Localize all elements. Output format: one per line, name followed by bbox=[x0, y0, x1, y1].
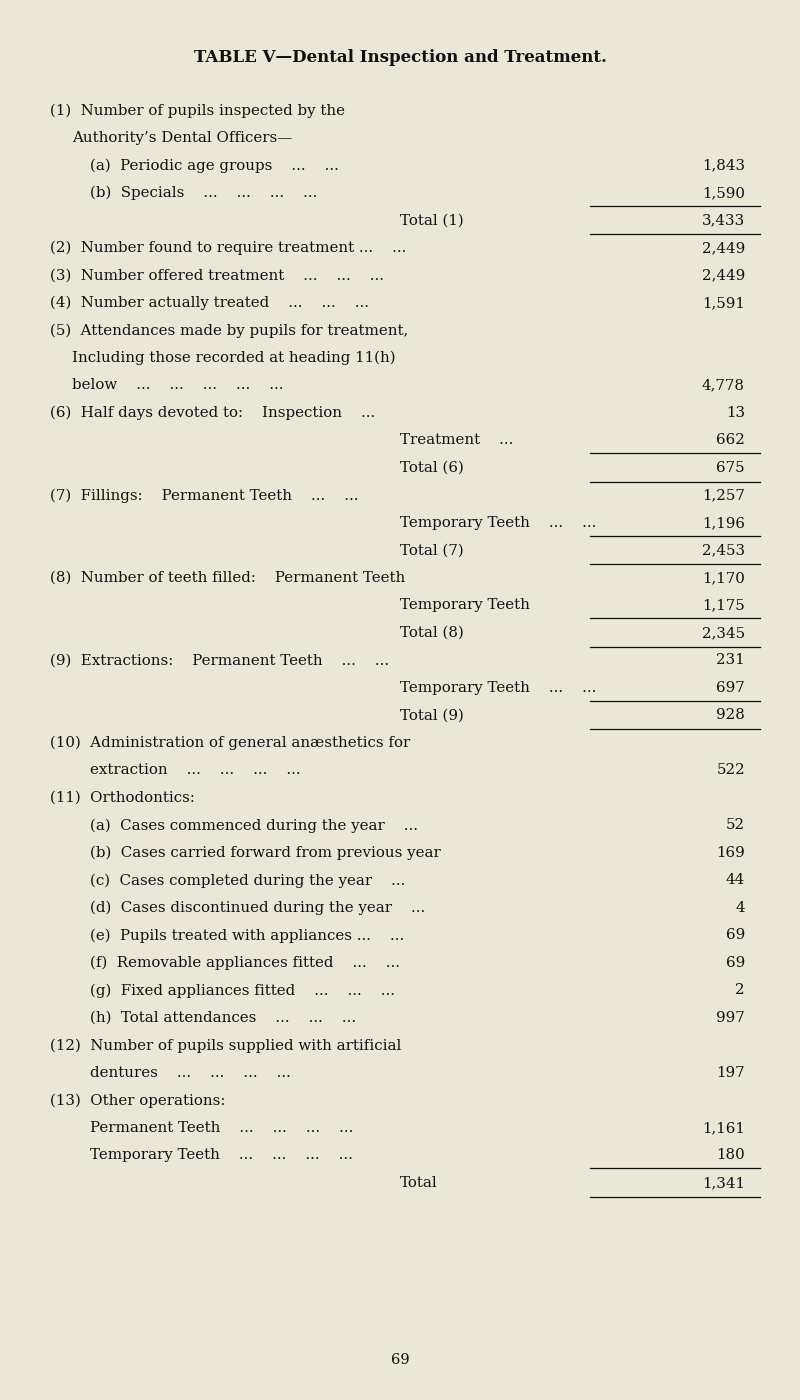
Text: 197: 197 bbox=[716, 1065, 745, 1079]
Text: Treatment    ...: Treatment ... bbox=[400, 434, 514, 448]
Text: (6)  Half days devoted to:    Inspection    ...: (6) Half days devoted to: Inspection ... bbox=[50, 406, 375, 420]
Text: 69: 69 bbox=[726, 928, 745, 942]
Text: 1,170: 1,170 bbox=[702, 571, 745, 585]
Text: (c)  Cases completed during the year    ...: (c) Cases completed during the year ... bbox=[90, 874, 406, 888]
Text: (12)  Number of pupils supplied with artificial: (12) Number of pupils supplied with arti… bbox=[50, 1039, 402, 1053]
Text: (e)  Pupils treated with appliances ...    ...: (e) Pupils treated with appliances ... .… bbox=[90, 928, 404, 942]
Text: (8)  Number of teeth filled:    Permanent Teeth: (8) Number of teeth filled: Permanent Te… bbox=[50, 571, 406, 585]
Text: 997: 997 bbox=[716, 1011, 745, 1025]
Text: 662: 662 bbox=[716, 434, 745, 448]
Text: Temporary Teeth    ...    ...    ...    ...: Temporary Teeth ... ... ... ... bbox=[90, 1148, 353, 1162]
Text: Temporary Teeth: Temporary Teeth bbox=[400, 598, 530, 612]
Text: Total (1): Total (1) bbox=[400, 213, 464, 227]
Text: Total (8): Total (8) bbox=[400, 626, 464, 640]
Text: 1,257: 1,257 bbox=[702, 489, 745, 503]
Text: (b)  Cases carried forward from previous year: (b) Cases carried forward from previous … bbox=[90, 846, 441, 860]
Text: 2,449: 2,449 bbox=[702, 241, 745, 255]
Text: 522: 522 bbox=[716, 763, 745, 777]
Text: below    ...    ...    ...    ...    ...: below ... ... ... ... ... bbox=[72, 378, 283, 392]
Text: (13)  Other operations:: (13) Other operations: bbox=[50, 1093, 226, 1107]
Text: 697: 697 bbox=[716, 680, 745, 694]
Text: Permanent Teeth    ...    ...    ...    ...: Permanent Teeth ... ... ... ... bbox=[90, 1121, 354, 1135]
Text: 2,449: 2,449 bbox=[702, 269, 745, 283]
Text: 44: 44 bbox=[726, 874, 745, 888]
Text: 69: 69 bbox=[726, 956, 745, 970]
Text: 4,778: 4,778 bbox=[702, 378, 745, 392]
Text: 2,453: 2,453 bbox=[702, 543, 745, 557]
Text: Authority’s Dental Officers—: Authority’s Dental Officers— bbox=[72, 132, 292, 146]
Text: Temporary Teeth    ...    ...: Temporary Teeth ... ... bbox=[400, 680, 596, 694]
Text: 1,341: 1,341 bbox=[702, 1176, 745, 1190]
Text: 1,590: 1,590 bbox=[702, 186, 745, 200]
Text: (d)  Cases discontinued during the year    ...: (d) Cases discontinued during the year .… bbox=[90, 900, 426, 916]
Text: Including those recorded at heading 11(h): Including those recorded at heading 11(h… bbox=[72, 351, 395, 365]
Text: Total (6): Total (6) bbox=[400, 461, 464, 475]
Text: 13: 13 bbox=[726, 406, 745, 420]
Text: 69: 69 bbox=[390, 1352, 410, 1366]
Text: Total (7): Total (7) bbox=[400, 543, 464, 557]
Text: (g)  Fixed appliances fitted    ...    ...    ...: (g) Fixed appliances fitted ... ... ... bbox=[90, 983, 395, 998]
Text: 2,345: 2,345 bbox=[702, 626, 745, 640]
Text: 4: 4 bbox=[735, 902, 745, 916]
Text: (9)  Extractions:    Permanent Teeth    ...    ...: (9) Extractions: Permanent Teeth ... ... bbox=[50, 654, 389, 668]
Text: (2)  Number found to require treatment ...    ...: (2) Number found to require treatment ..… bbox=[50, 241, 406, 255]
Text: 1,843: 1,843 bbox=[702, 158, 745, 172]
Text: TABLE V—Dental Inspection and Treatment.: TABLE V—Dental Inspection and Treatment. bbox=[194, 49, 606, 66]
Text: 1,175: 1,175 bbox=[702, 598, 745, 612]
Text: 52: 52 bbox=[726, 819, 745, 833]
Text: (11)  Orthodontics:: (11) Orthodontics: bbox=[50, 791, 195, 805]
Text: 675: 675 bbox=[716, 461, 745, 475]
Text: (a)  Cases commenced during the year    ...: (a) Cases commenced during the year ... bbox=[90, 818, 418, 833]
Text: 180: 180 bbox=[716, 1148, 745, 1162]
Text: (7)  Fillings:    Permanent Teeth    ...    ...: (7) Fillings: Permanent Teeth ... ... bbox=[50, 489, 358, 503]
Text: (h)  Total attendances    ...    ...    ...: (h) Total attendances ... ... ... bbox=[90, 1011, 356, 1025]
Text: extraction    ...    ...    ...    ...: extraction ... ... ... ... bbox=[90, 763, 301, 777]
Text: 1,591: 1,591 bbox=[702, 295, 745, 309]
Text: 169: 169 bbox=[716, 846, 745, 860]
Text: (3)  Number offered treatment    ...    ...    ...: (3) Number offered treatment ... ... ... bbox=[50, 269, 384, 283]
Text: Temporary Teeth    ...    ...: Temporary Teeth ... ... bbox=[400, 517, 596, 531]
Text: 928: 928 bbox=[716, 708, 745, 722]
Text: 1,161: 1,161 bbox=[702, 1121, 745, 1135]
Text: 231: 231 bbox=[716, 654, 745, 668]
Text: (1)  Number of pupils inspected by the: (1) Number of pupils inspected by the bbox=[50, 104, 345, 118]
Text: (f)  Removable appliances fitted    ...    ...: (f) Removable appliances fitted ... ... bbox=[90, 956, 400, 970]
Text: Total (9): Total (9) bbox=[400, 708, 464, 722]
Text: Total: Total bbox=[400, 1176, 438, 1190]
Text: (a)  Periodic age groups    ...    ...: (a) Periodic age groups ... ... bbox=[90, 158, 339, 172]
Text: (10)  Administration of general anæsthetics for: (10) Administration of general anæstheti… bbox=[50, 736, 410, 750]
Text: 2: 2 bbox=[735, 983, 745, 997]
Text: 3,433: 3,433 bbox=[702, 213, 745, 227]
Text: (4)  Number actually treated    ...    ...    ...: (4) Number actually treated ... ... ... bbox=[50, 295, 369, 311]
Text: (5)  Attendances made by pupils for treatment,: (5) Attendances made by pupils for treat… bbox=[50, 323, 408, 337]
Text: dentures    ...    ...    ...    ...: dentures ... ... ... ... bbox=[90, 1065, 291, 1079]
Text: 1,196: 1,196 bbox=[702, 517, 745, 531]
Text: (b)  Specials    ...    ...    ...    ...: (b) Specials ... ... ... ... bbox=[90, 186, 318, 200]
